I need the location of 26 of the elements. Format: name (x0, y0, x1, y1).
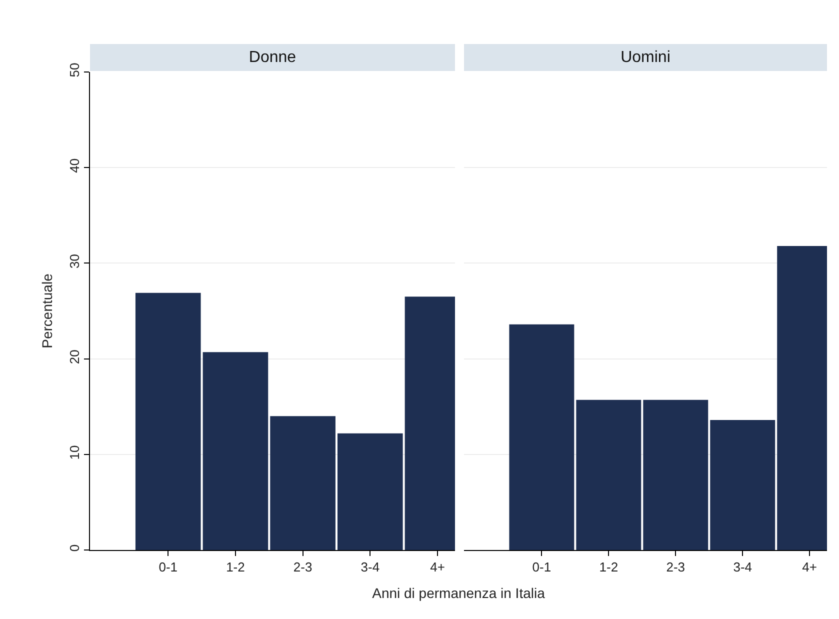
y-tick-label: 30 (66, 254, 82, 268)
bar (576, 400, 642, 550)
y-tick-label: 40 (66, 158, 82, 173)
x-tick-label: 3-4 (733, 560, 752, 575)
x-tick-label: 0-1 (158, 560, 178, 575)
y-axis-title: Percentuale (39, 273, 55, 348)
y-tick-label: 0 (66, 544, 82, 552)
x-tick-label: 4+ (430, 560, 445, 575)
y-tick-label: 50 (66, 62, 82, 78)
x-tick-label: 4+ (802, 560, 818, 575)
x-tick-label: 3-4 (360, 560, 380, 575)
y-tick-label: 10 (66, 445, 82, 460)
y-tick-label: 20 (66, 350, 82, 364)
x-tick-label: 0-1 (532, 560, 552, 575)
bar (270, 416, 336, 550)
x-axis-title: Anni di permanenza in Italia (371, 585, 546, 601)
x-tick-label: 1-2 (226, 560, 245, 575)
bar (337, 433, 403, 550)
bar (643, 400, 708, 550)
bar (509, 324, 574, 550)
x-tick-label: 1-2 (599, 560, 618, 575)
x-tick-label: 2-3 (293, 560, 312, 575)
bar (710, 420, 776, 550)
bar (202, 352, 268, 550)
bar (135, 292, 201, 550)
x-tick-label: 2-3 (666, 560, 686, 575)
